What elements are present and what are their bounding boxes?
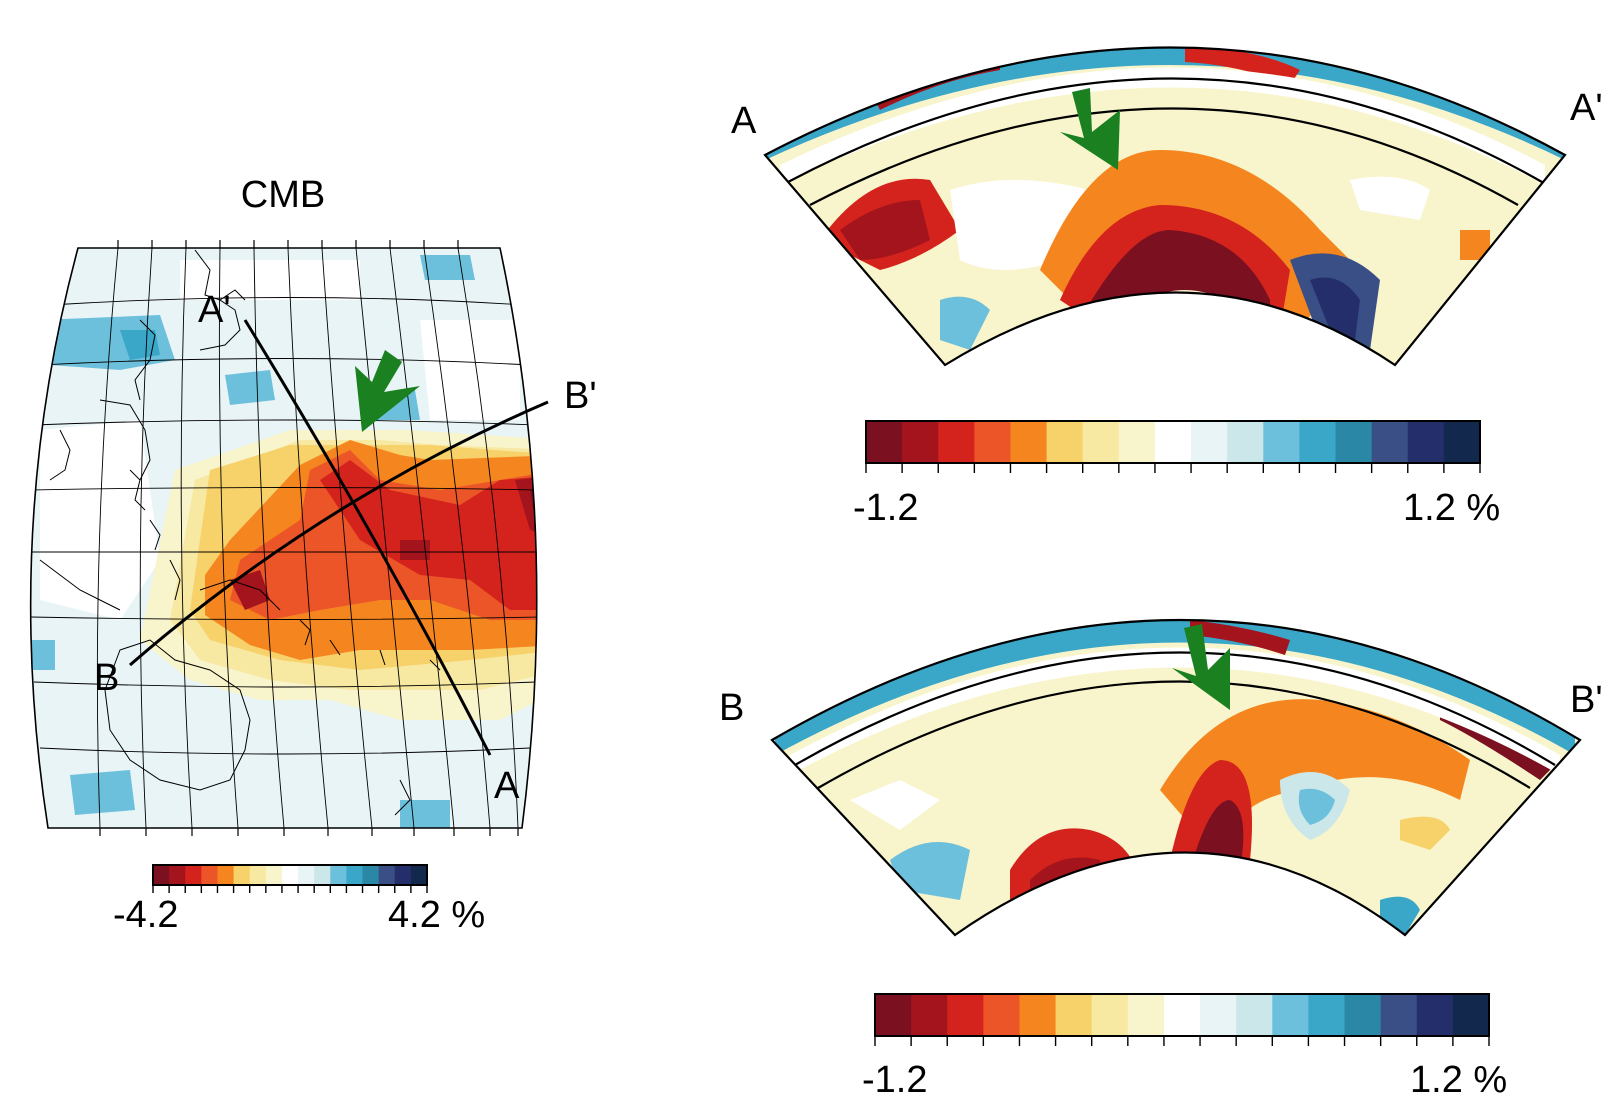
section-a-colorbar-swatch: [1154, 421, 1192, 463]
cross-section-b: B B' -1.2 1.2 %: [719, 618, 1603, 1101]
map-colorbar-swatch: [394, 865, 412, 885]
section-b-colorbar-swatch: [1200, 994, 1237, 1036]
section-b-colorbar-swatch: [1019, 994, 1057, 1036]
section-a-colorbar-swatch: [1299, 421, 1337, 463]
profile-line-a: [243, 319, 492, 756]
section-b-colorbar-swatch: [1416, 994, 1454, 1036]
map-colorbar-swatch: [362, 865, 380, 885]
map-colorbar-swatch: [249, 865, 267, 885]
map-colorbar-min-label: -4.2: [113, 894, 178, 936]
section-b-colorbar-swatch: [947, 994, 984, 1036]
map-colorbar-swatch: [410, 865, 428, 885]
section-b-colorbar-swatch: [875, 994, 912, 1036]
section-a-colorbar-swatch: [1046, 421, 1084, 463]
section-a-colorbar-swatch: [902, 421, 939, 463]
section-b-colorbar-min-label: -1.2: [862, 1059, 927, 1101]
section-a-colorbar-swatch: [974, 421, 1011, 463]
section-a-colorbar-swatch: [1118, 421, 1156, 463]
section-a-colorbar-swatch: [1443, 421, 1481, 463]
section-b-colorbar-swatch: [1163, 994, 1201, 1036]
map-colorbar-swatch: [281, 865, 299, 885]
map-colorbar-swatch: [169, 865, 186, 885]
section-b-colorbar-swatch: [911, 994, 948, 1036]
map-title: CMB: [241, 174, 325, 216]
map-label-b-prime: B': [564, 375, 597, 417]
section-a-colorbar-swatch: [1082, 421, 1120, 463]
map-colorbar-swatch: [153, 865, 170, 885]
section-a-colorbar: [865, 420, 1481, 473]
section-b-start-label: B: [719, 687, 744, 729]
map-colorbar-max-label: 4.2 %: [388, 894, 485, 936]
section-a-colorbar-swatch: [1227, 421, 1264, 463]
map-colorbar-swatch: [265, 865, 283, 885]
section-b-colorbar-swatch: [1236, 994, 1273, 1036]
map-label-a-prime: A': [198, 289, 231, 331]
section-b-colorbar-swatch: [1380, 994, 1418, 1036]
section-a-start-label: A: [731, 100, 757, 142]
section-b-colorbar-max-label: 1.2 %: [1410, 1059, 1507, 1101]
section-a-colorbar-swatch: [938, 421, 975, 463]
section-b-end-label: B': [1570, 679, 1603, 721]
section-b-colorbar: [874, 993, 1490, 1046]
map-colorbar-swatch: [185, 865, 202, 885]
profile-line-b: [129, 400, 549, 667]
map-colorbar-swatch: [233, 865, 251, 885]
section-b-colorbar-swatch: [1272, 994, 1309, 1036]
map-colorbar-swatch: [314, 865, 331, 885]
section-a-colorbar-swatch: [1371, 421, 1409, 463]
section-a-colorbar-frame: [865, 420, 1481, 464]
map-colorbar-frame: [152, 864, 428, 886]
map-colorbar: [152, 864, 428, 893]
section-b-colorbar-swatch: [983, 994, 1020, 1036]
section-b-colorbar-swatch: [1091, 994, 1129, 1036]
section-a-colorbar-swatch: [1010, 421, 1048, 463]
map-colorbar-swatch: [298, 865, 315, 885]
section-a-colorbar-swatch: [866, 421, 903, 463]
map-label-b: B: [94, 657, 119, 699]
map-label-a: A: [494, 765, 520, 807]
section-a-colorbar-max-label: 1.2 %: [1403, 487, 1500, 529]
cmb-map: CMB A' B' B A -4.2 4.2 %: [29, 174, 597, 936]
section-b-arrow-icon: [1172, 624, 1230, 710]
section-a-colorbar-swatch: [1191, 421, 1228, 463]
section-b-colorbar-swatch: [1452, 994, 1490, 1036]
section-b-colorbar-swatch: [1055, 994, 1093, 1036]
map-colorbar-swatch: [201, 865, 218, 885]
map-colorbar-swatch: [378, 865, 396, 885]
section-b-colorbar-swatch: [1127, 994, 1165, 1036]
section-a-colorbar-min-label: -1.2: [853, 487, 918, 529]
section-b-colorbar-swatch: [1344, 994, 1382, 1036]
section-a-colorbar-swatch: [1335, 421, 1373, 463]
section-b-colorbar-frame: [874, 993, 1490, 1037]
section-b-colorbar-swatch: [1308, 994, 1346, 1036]
section-a-colorbar-swatch: [1407, 421, 1445, 463]
map-arrow-icon: [355, 350, 420, 432]
map-colorbar-swatch: [217, 865, 235, 885]
section-a-arrow-icon: [1060, 88, 1120, 170]
map-colorbar-swatch: [346, 865, 364, 885]
section-a-end-label: A': [1570, 87, 1603, 129]
section-a-colorbar-swatch: [1263, 421, 1300, 463]
cross-section-a: A A' -1.2 1.2 %: [731, 46, 1603, 529]
map-colorbar-swatch: [330, 865, 347, 885]
